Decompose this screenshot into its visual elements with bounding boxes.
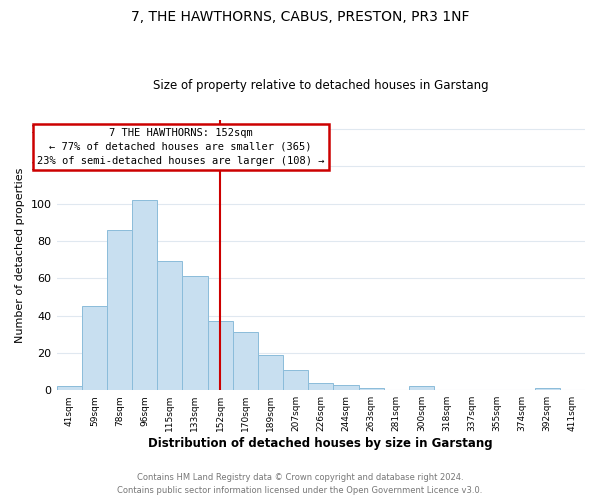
Bar: [182, 276, 208, 390]
Y-axis label: Number of detached properties: Number of detached properties: [15, 167, 25, 342]
Bar: [258, 354, 283, 390]
Bar: [359, 388, 383, 390]
Bar: [308, 382, 334, 390]
Bar: [56, 386, 82, 390]
Bar: [82, 306, 107, 390]
Bar: [334, 384, 359, 390]
Text: 7, THE HAWTHORNS, CABUS, PRESTON, PR3 1NF: 7, THE HAWTHORNS, CABUS, PRESTON, PR3 1N…: [131, 10, 469, 24]
Bar: [535, 388, 560, 390]
Bar: [157, 262, 182, 390]
Title: Size of property relative to detached houses in Garstang: Size of property relative to detached ho…: [153, 79, 488, 92]
Bar: [208, 321, 233, 390]
Text: 7 THE HAWTHORNS: 152sqm
← 77% of detached houses are smaller (365)
23% of semi-d: 7 THE HAWTHORNS: 152sqm ← 77% of detache…: [37, 128, 325, 166]
X-axis label: Distribution of detached houses by size in Garstang: Distribution of detached houses by size …: [148, 437, 493, 450]
Bar: [283, 370, 308, 390]
Bar: [132, 200, 157, 390]
Bar: [233, 332, 258, 390]
Bar: [107, 230, 132, 390]
Text: Contains HM Land Registry data © Crown copyright and database right 2024.
Contai: Contains HM Land Registry data © Crown c…: [118, 474, 482, 495]
Bar: [409, 386, 434, 390]
